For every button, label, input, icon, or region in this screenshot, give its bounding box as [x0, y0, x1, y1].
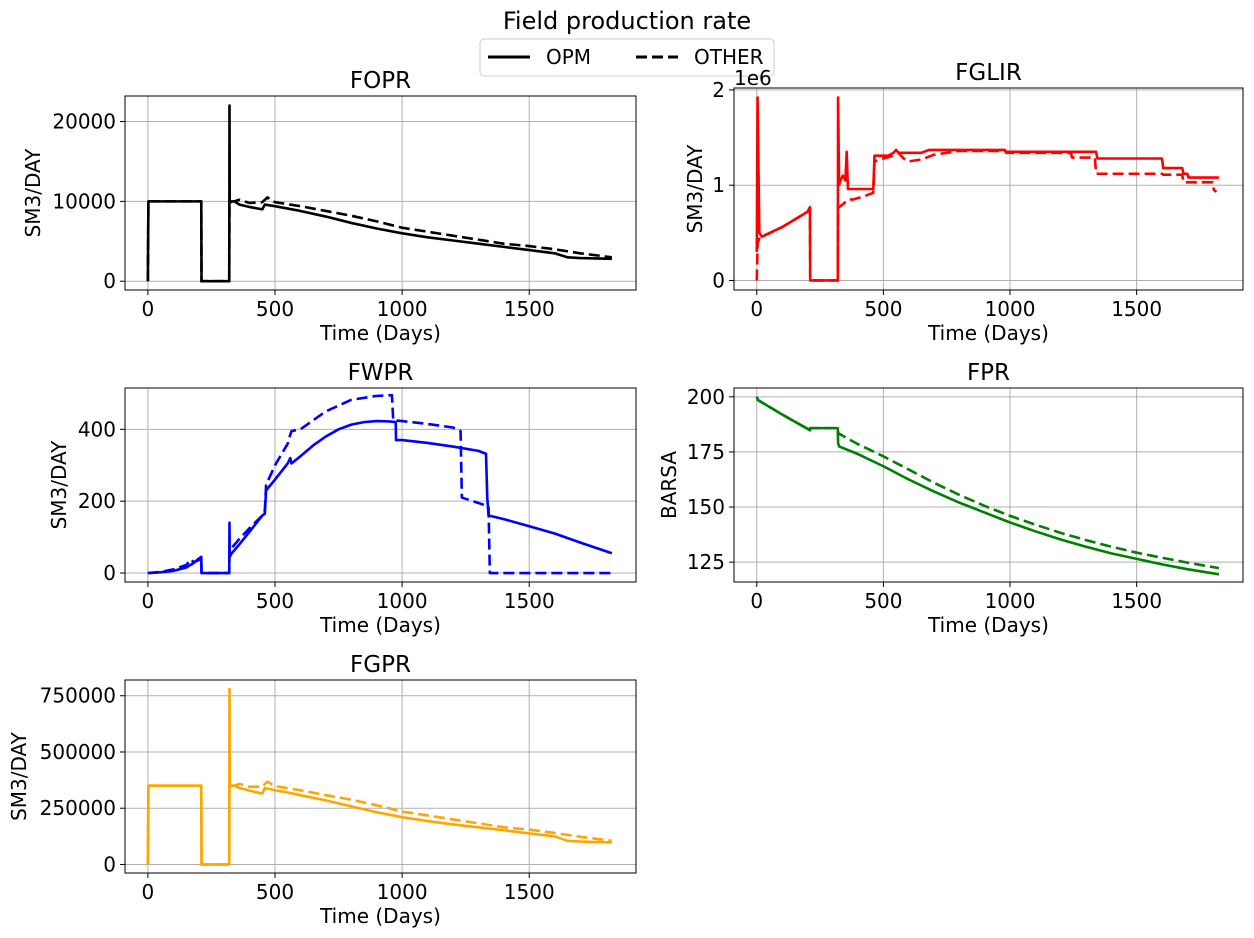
fopr-axes-frame: [124, 95, 637, 291]
panel-fwpr: 0 500 1000 1500 0 200 400 FWPR Time (Days) SM3/DA…: [47, 360, 637, 637]
fopr-ytick-label-0: 0: [103, 269, 116, 293]
fwpr-xlabel: Time (Days): [319, 613, 441, 637]
fgpr-xtick-label-0: 0: [142, 880, 155, 904]
fglir-ytick-label-1: 1: [712, 173, 725, 197]
fgpr-title: FGPR: [350, 652, 411, 678]
fopr-ytick-label-1: 10000: [52, 189, 116, 213]
fgpr-ytick-label-0: 0: [103, 852, 116, 876]
fwpr-xtick-label-2: 1000: [377, 589, 428, 613]
fopr-ylabel: SM3/DAY: [21, 148, 45, 238]
fwpr-xtick-label-1: 500: [256, 589, 294, 613]
legend-frame: [479, 38, 775, 77]
fpr-ylabel: BARSA: [657, 451, 681, 519]
legend: OPM OTHER: [479, 38, 775, 77]
fpr-xtick-label-1: 500: [864, 589, 902, 613]
fglir-offset-text: 1e6: [734, 66, 772, 90]
fopr-xtick-label-0: 0: [142, 297, 155, 321]
fpr-xlabel: Time (Days): [927, 613, 1049, 637]
fglir-ylabel: SM3/DAY: [683, 144, 707, 234]
fwpr-xtick-label-0: 0: [142, 589, 155, 613]
fpr-title: FPR: [967, 360, 1010, 386]
fpr-ytick-label-3: 200: [687, 385, 725, 409]
fgpr-xtick-label-1: 500: [256, 880, 294, 904]
fgpr-ytick-label-2: 500000: [40, 740, 116, 764]
fglir-ytick-label-0: 0: [712, 268, 725, 292]
fgpr-series-opm: [146, 687, 612, 866]
fpr-series-opm: [755, 396, 1220, 576]
fopr-series-opm: [146, 104, 612, 283]
fglir-series-opm: [755, 96, 1219, 282]
fglir-xtick-label-1: 500: [864, 297, 902, 321]
fopr-ytick-label-2: 20000: [52, 110, 116, 134]
fglir-xtick-label-2: 1000: [985, 297, 1036, 321]
fpr-xtick-label-0: 0: [750, 589, 763, 613]
fgpr-ylabel: SM3/DAY: [7, 731, 31, 821]
panel-fpr: 0 500 1000 1500 125 150 175 200 FPR Time (Days) BA…: [657, 360, 1244, 637]
fgpr-ytick-label-3: 750000: [40, 684, 116, 708]
fglir-xtick-label-3: 1500: [1111, 297, 1162, 321]
fgpr-axes-frame: [124, 679, 637, 874]
fglir-xtick-label-0: 0: [750, 297, 763, 321]
fpr-series-other: [755, 396, 1220, 570]
panel-fgpr: 0 500 1000 1500 0 250000 500000 750000 FGPR Time …: [7, 652, 637, 928]
figure-suptitle: Field production rate: [503, 7, 751, 35]
fpr-ytick-label-2: 175: [687, 440, 725, 464]
fopr-xtick-label-2: 1000: [377, 297, 428, 321]
fwpr-xtick-label-3: 1500: [504, 589, 555, 613]
panel-fglir: 0 500 1000 1500 0 1 2 1e6 FGLIR Time (Days) SM3/DA…: [683, 60, 1244, 345]
legend-opm-label: OPM: [546, 45, 591, 69]
fpr-ytick-label-1: 150: [687, 495, 725, 519]
fglir-series-other: [755, 149, 1218, 282]
fglir-title: FGLIR: [955, 60, 1022, 86]
fopr-xtick-label-1: 500: [256, 297, 294, 321]
fgpr-ytick-label-1: 250000: [40, 796, 116, 820]
fpr-xtick-label-3: 1500: [1111, 589, 1162, 613]
fopr-xtick-label-3: 1500: [504, 297, 555, 321]
fwpr-ytick-label-2: 400: [78, 417, 116, 441]
fglir-ytick-label-2: 2: [712, 78, 725, 102]
fglir-xlabel: Time (Days): [927, 321, 1049, 345]
fwpr-ytick-label-1: 200: [78, 489, 116, 513]
fpr-ytick-label-0: 125: [687, 550, 725, 574]
fglir-axes-frame: [733, 87, 1244, 291]
fwpr-ylabel: SM3/DAY: [47, 440, 71, 530]
legend-other-label: OTHER: [694, 45, 764, 69]
fopr-series-other: [146, 196, 613, 283]
fgpr-xtick-label-2: 1000: [377, 880, 428, 904]
fpr-xtick-label-2: 1000: [985, 589, 1036, 613]
fwpr-title: FWPR: [348, 360, 414, 386]
fwpr-axes-frame: [124, 387, 637, 583]
panel-fopr: 0 500 1000 1500 0 10000 20000 FOPR Time (Days) SM…: [21, 68, 637, 345]
fgpr-xtick-label-3: 1500: [504, 880, 555, 904]
fwpr-ytick-label-0: 0: [103, 561, 116, 585]
fopr-xlabel: Time (Days): [319, 321, 441, 345]
fopr-title: FOPR: [350, 68, 411, 94]
fgpr-xlabel: Time (Days): [319, 904, 441, 928]
fpr-axes-frame: [733, 387, 1244, 583]
fwpr-series-other: [147, 393, 612, 575]
fgpr-series-other: [146, 780, 613, 866]
